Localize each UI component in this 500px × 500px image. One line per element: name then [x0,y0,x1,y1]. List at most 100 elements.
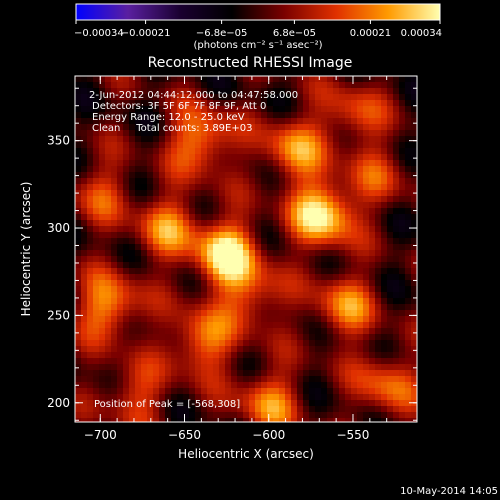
heatmap-cell [321,340,328,347]
heatmap-cell [123,202,130,209]
heatmap-cell [195,382,202,389]
heatmap-cell [315,292,322,299]
heatmap-cell [351,232,358,239]
heatmap-cell [75,112,82,119]
heatmap-cell [297,220,304,227]
heatmap-cell [81,244,88,251]
heatmap-cell [279,226,286,233]
heatmap-cell [297,214,304,221]
heatmap-cell [315,256,322,263]
heatmap-cell [153,184,160,191]
heatmap-cell [87,154,94,161]
heatmap-cell [399,226,406,233]
heatmap-cell [75,196,82,203]
heatmap-cell [369,322,376,329]
heatmap-cell [345,160,352,167]
heatmap-cell [141,184,148,191]
heatmap-cell [339,196,346,203]
heatmap-cell [273,244,280,251]
heatmap-cell [255,250,262,257]
heatmap-cell [129,352,136,359]
heatmap-cell [369,202,376,209]
heatmap-cell [81,280,88,287]
heatmap-cell [255,274,262,281]
heatmap-cell [87,274,94,281]
heatmap-cell [183,100,190,107]
heatmap-cell [177,274,184,281]
heatmap-cell [75,262,82,269]
heatmap-cell [393,406,400,413]
heatmap-cell [81,250,88,257]
heatmap-cell [339,88,346,95]
heatmap-cell [375,184,382,191]
heatmap-cell [279,178,286,185]
heatmap-cell [75,166,82,173]
heatmap-cell [117,334,124,341]
heatmap-cell [375,334,382,341]
heatmap-cell [393,106,400,113]
heatmap-cell [261,292,268,299]
heatmap-cell [129,316,136,323]
heatmap-cell [87,94,94,101]
heatmap-cell [243,184,250,191]
heatmap-cell [87,286,94,293]
heatmap-cell [165,244,172,251]
heatmap-cell [291,100,298,107]
heatmap-cell [189,400,196,407]
heatmap-cell [399,334,406,341]
heatmap-cell [255,100,262,107]
heatmap-cell [231,232,238,239]
heatmap-cell [273,412,280,419]
heatmap-cell [291,202,298,209]
heatmap-cell [99,406,106,413]
heatmap-cell [159,310,166,317]
heatmap-cell [195,406,202,413]
colorbar-tick-label: 0.00021 [350,28,391,39]
heatmap-cell [159,178,166,185]
heatmap-cell [339,238,346,245]
heatmap-cell [225,280,232,287]
heatmap-cell [339,352,346,359]
heatmap-cell [351,418,358,422]
heatmap-cell [123,286,130,293]
heatmap-cell [135,310,142,317]
heatmap-cell [315,214,322,221]
heatmap-cell [147,160,154,167]
heatmap-cell [321,262,328,269]
heatmap-cell [303,232,310,239]
heatmap-cell [183,280,190,287]
heatmap-cell [189,298,196,305]
heatmap-cell [315,394,322,401]
heatmap-cell [411,136,417,143]
heatmap-cell [237,376,244,383]
heatmap-cell [159,250,166,257]
heatmap-cell [165,196,172,203]
heatmap-cell [351,400,358,407]
heatmap-cell [123,226,130,233]
heatmap-cell [219,388,226,395]
heatmap-cell [273,256,280,263]
heatmap-cell [75,232,82,239]
heatmap-cell [345,148,352,155]
heatmap-cell [297,310,304,317]
heatmap-cell [351,370,358,377]
heatmap-cell [141,112,148,119]
heatmap-cell [219,298,226,305]
heatmap-cell [327,88,334,95]
heatmap-cell [237,280,244,287]
heatmap-cell [249,88,256,95]
heatmap-cell [255,388,262,395]
heatmap-cell [297,160,304,167]
heatmap-cell [345,352,352,359]
heatmap-cell [333,382,340,389]
heatmap-cell [93,382,100,389]
heatmap-cell [255,334,262,341]
heatmap-cell [375,412,382,419]
heatmap-cell [279,124,286,131]
heatmap-cell [165,370,172,377]
heatmap-cell [243,154,250,161]
heatmap-cell [243,226,250,233]
heatmap-cell [147,256,154,263]
heatmap-cell [303,400,310,407]
heatmap-cell [93,202,100,209]
